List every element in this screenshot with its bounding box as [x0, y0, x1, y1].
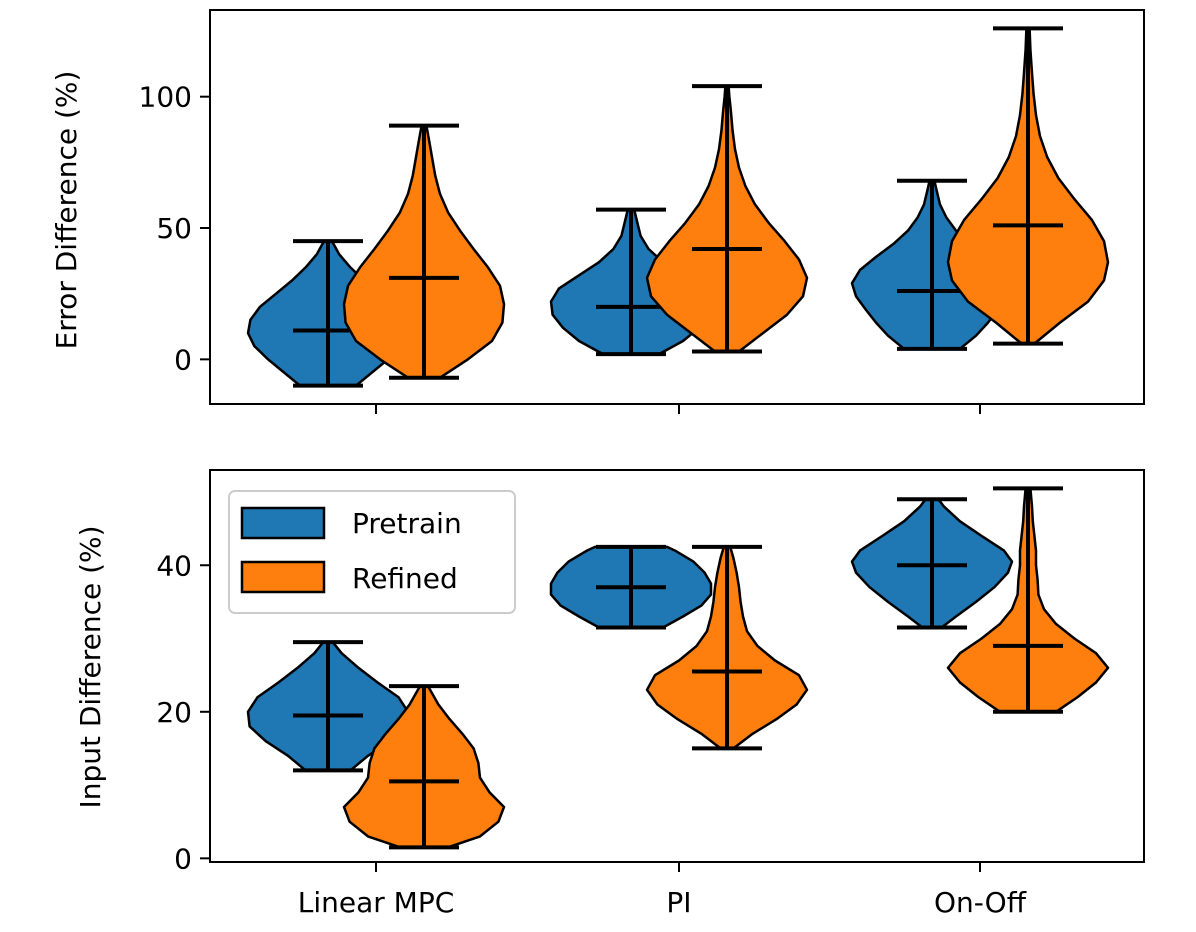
error-axis-ticks: 0 50 100 [139, 81, 981, 414]
error-difference-panel: 0 50 100 Error Difference (%) [50, 9, 1145, 414]
error-ytick-label: 0 [174, 343, 192, 376]
input-ytick-label: 40 [156, 549, 192, 582]
legend: Pretrain Refined [228, 490, 516, 614]
legend-swatch-refined [240, 560, 326, 594]
input-xtick-label: On-Off [934, 886, 1027, 919]
error-ytick-label: 100 [139, 81, 192, 114]
input-axis-ticks: 0 20 40 Linear MPC PI On-Off [156, 549, 1026, 919]
error-violin-marks [246, 26, 1110, 388]
error-axes-frame [209, 9, 1145, 405]
input-axes-frame [209, 469, 1145, 863]
legend-label-pretrain: Pretrain [352, 507, 462, 540]
input-y-axis-label: Input Difference (%) [74, 525, 107, 808]
input-ytick-label: 20 [156, 696, 192, 729]
error-y-axis-label: Error Difference (%) [50, 71, 83, 350]
input-difference-panel: 0 20 40 Linear MPC PI On-Off Input Difference… [74, 469, 1145, 919]
legend-label-refined: Refined [352, 562, 458, 595]
input-ytick-label: 0 [174, 842, 192, 875]
input-violin-marks [246, 486, 1110, 850]
input-xtick-label: Linear MPC [298, 886, 455, 919]
legend-swatch-pretrain [240, 506, 326, 540]
input-xtick-label: PI [666, 886, 691, 919]
error-ytick-label: 50 [156, 212, 192, 245]
